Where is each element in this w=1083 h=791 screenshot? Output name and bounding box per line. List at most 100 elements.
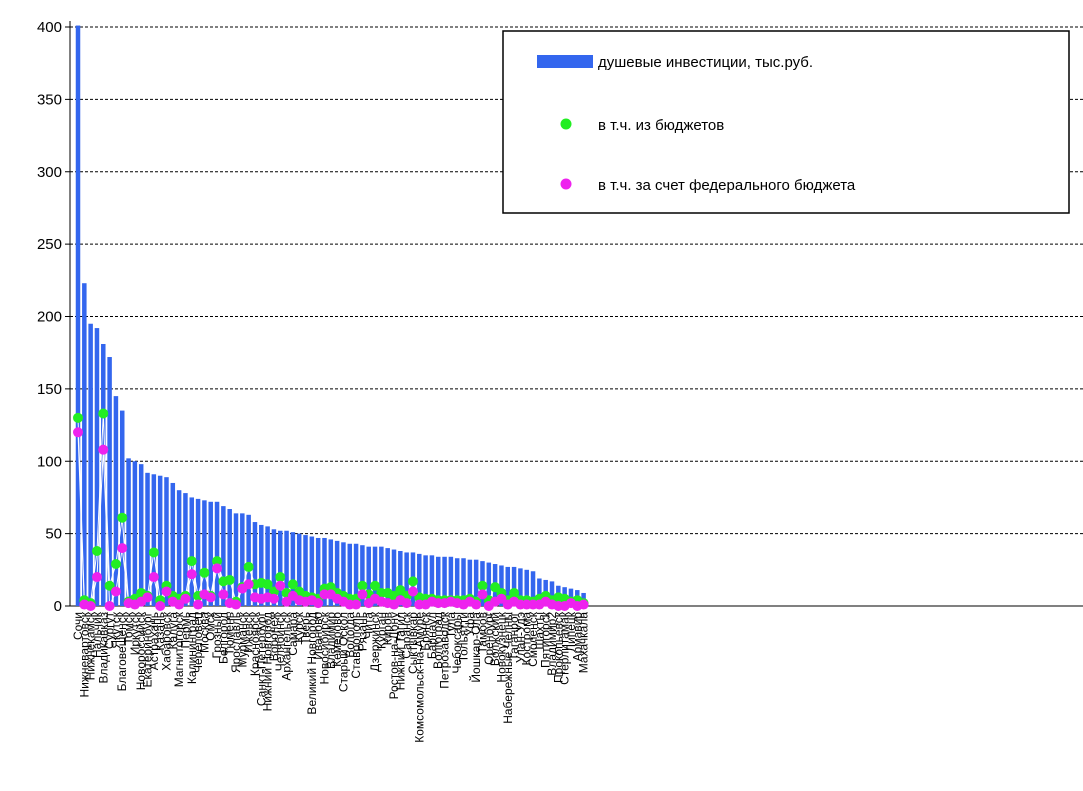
x-tick-label: Курск: [292, 611, 306, 643]
bar: [518, 568, 523, 606]
bar: [442, 556, 447, 606]
bar: [334, 540, 340, 606]
x-tick-label: Якутск: [109, 611, 123, 648]
x-tick-label: Петрозаводск: [438, 611, 452, 688]
y-tick-label: 400: [37, 19, 62, 36]
budget-point: [199, 567, 210, 578]
federal-point: [218, 589, 229, 600]
x-tick-label: Тольятти: [457, 612, 471, 662]
x-tick-label: Калининград: [185, 612, 199, 684]
x-tick-label: Благовещенск: [115, 611, 129, 691]
bar: [322, 537, 327, 606]
x-tick-label: Великий Новгород: [305, 612, 319, 715]
bar: [138, 464, 144, 606]
legend-box: [502, 30, 1070, 214]
x-tick-label: Пятигорск: [539, 611, 553, 668]
bar: [315, 537, 321, 606]
legend-budget-swatch: [560, 118, 572, 130]
bar: [391, 549, 397, 606]
x-tick-label: Тверь: [299, 612, 313, 645]
bar: [499, 565, 504, 606]
x-tick-label: Кемерово: [330, 612, 344, 667]
federal-point: [205, 592, 216, 603]
bar: [240, 513, 245, 606]
x-tick-label: Санкт-Петербург: [254, 611, 268, 706]
x-axis-labels: СочиНижневартовскНижнекамскНальчикВладик…: [71, 611, 591, 743]
bar: [328, 539, 334, 606]
x-tick-label: Тамбов: [476, 612, 490, 654]
x-tick-label: Череповец: [191, 612, 205, 673]
x-tick-label: Дзержинск: [368, 611, 382, 672]
bar: [214, 501, 220, 606]
budget-point: [104, 580, 115, 591]
bar: [303, 535, 308, 606]
x-tick-label: Чебоксары: [450, 612, 464, 673]
legend-label-budget: в т.ч. из бюджетов: [598, 117, 724, 134]
federal-point: [243, 579, 254, 590]
x-tick-label: Воронеж: [267, 612, 281, 661]
x-tick-label: Чита: [362, 612, 376, 639]
bar-series: [75, 25, 586, 607]
x-tick-label: Владимир: [324, 612, 338, 669]
bar: [309, 536, 315, 606]
x-tick-label: Махачкала: [577, 612, 591, 674]
x-tick-label: Томск: [122, 611, 136, 644]
bar: [277, 530, 283, 606]
x-tick-label: Оренбург: [482, 611, 496, 664]
x-tick-label: Киров: [381, 612, 395, 645]
x-tick-label: Таганрог: [507, 611, 521, 660]
budget-point: [148, 547, 159, 558]
budget-point: [407, 576, 418, 587]
x-tick-label: Нижний Тагил: [393, 612, 407, 690]
federal-point: [275, 580, 286, 591]
bar: [290, 532, 296, 606]
x-tick-label: Нальчик: [90, 611, 104, 658]
x-tick-label: Ярославль: [229, 612, 243, 673]
budget-point: [370, 580, 381, 591]
x-tick-label: Вологда: [343, 612, 357, 658]
bar: [94, 328, 100, 606]
x-tick-label: Комсомольск-на-Амуре: [412, 612, 426, 743]
bar: [107, 357, 112, 606]
bar: [233, 513, 239, 606]
budget-point: [110, 559, 121, 570]
point-series: [73, 408, 589, 611]
federal-point: [496, 593, 507, 604]
federal-point: [180, 593, 191, 604]
x-tick-label: Кострома: [520, 612, 534, 666]
x-tick-label: Шахты: [532, 612, 546, 650]
bar: [265, 526, 270, 606]
x-tick-label: Улан-Удэ: [513, 612, 527, 663]
x-tick-label: Хабаровск: [160, 611, 174, 671]
budget-point: [275, 572, 286, 583]
x-tick-label: Калуга: [166, 612, 180, 650]
x-tick-label: Сыктывкар: [406, 612, 420, 674]
federal-point: [357, 589, 368, 600]
federal-point: [104, 601, 115, 611]
bar: [176, 490, 182, 606]
bar: [126, 458, 131, 606]
budget-point: [509, 587, 520, 598]
x-tick-label: Самара: [286, 612, 300, 656]
x-tick-label: Уфа: [463, 612, 477, 636]
x-tick-label: Тюмень: [223, 612, 237, 655]
x-tick-label: Красноярск: [248, 611, 262, 676]
x-tick-label: Владикавказ: [96, 612, 110, 684]
bar: [505, 566, 511, 606]
x-tick-label: Новокузнецк: [494, 611, 508, 682]
budget-point: [98, 408, 109, 419]
x-tick-label: Омск: [204, 611, 218, 641]
x-tick-label: Барнаул: [425, 612, 439, 659]
federal-point: [268, 593, 279, 604]
y-tick-label: 200: [37, 309, 62, 326]
x-tick-label: Старый Оскол: [336, 612, 350, 692]
x-tick-label: Ставрополь: [349, 612, 363, 679]
budget-point: [224, 574, 235, 585]
federal-point: [313, 598, 324, 609]
budget-point: [395, 585, 406, 596]
bar: [530, 571, 536, 606]
budget-point: [325, 582, 336, 593]
budget-point: [186, 556, 197, 567]
y-tick-label: 0: [54, 598, 62, 615]
x-tick-label: Армавир: [570, 612, 584, 662]
